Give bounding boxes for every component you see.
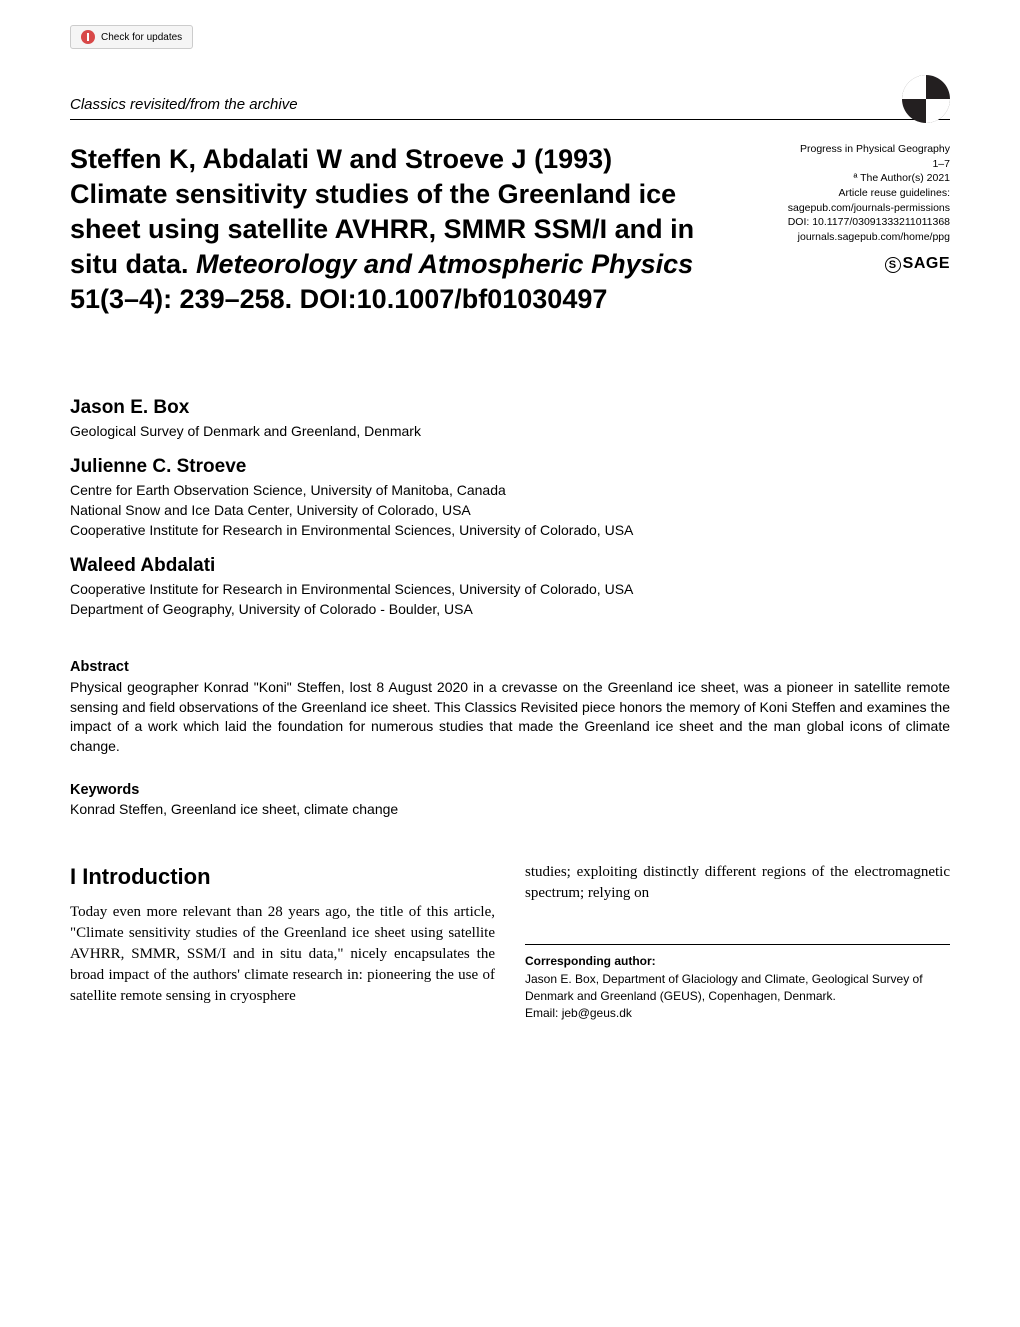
body-paragraph: studies; exploiting distinctly different… [525, 862, 950, 904]
author-affiliation: National Snow and Ice Data Center, Unive… [70, 500, 950, 520]
keywords-label: Keywords [70, 782, 950, 798]
abstract-section: Abstract Physical geographer Konrad "Kon… [70, 659, 950, 756]
author-group: Julienne C. Stroeve Centre for Earth Obs… [70, 456, 950, 541]
title-tail: 51(3–4): 239–258. DOI:10.1007/bf01030497 [70, 284, 607, 314]
update-indicator-icon [81, 30, 95, 44]
header-row: Steffen K, Abdalati W and Stroeve J (199… [70, 142, 950, 317]
email-label: Email: [525, 1006, 562, 1020]
corresponding-label: Corresponding author: [525, 953, 950, 970]
sage-s-icon: S [885, 257, 901, 273]
author-name: Jason E. Box [70, 397, 950, 419]
article-metadata: Progress in Physical Geography 1–7 ª The… [710, 142, 950, 317]
sage-text: SAGE [903, 255, 950, 272]
author-affiliation: Centre for Earth Observation Science, Un… [70, 480, 950, 500]
section-title: Classics revisited/from the archive [70, 96, 298, 113]
meta-pages: 1–7 [730, 157, 950, 172]
meta-copyright: ª The Author(s) 2021 [730, 171, 950, 186]
author-group: Jason E. Box Geological Survey of Denmar… [70, 397, 950, 441]
authors-block: Jason E. Box Geological Survey of Denmar… [70, 397, 950, 619]
author-affiliation: Cooperative Institute for Research in En… [70, 579, 950, 599]
check-updates-label: Check for updates [101, 32, 182, 43]
abstract-text: Physical geographer Konrad "Koni" Steffe… [70, 678, 950, 756]
author-name: Julienne C. Stroeve [70, 456, 950, 478]
publisher-logo-icon [902, 75, 950, 123]
check-updates-badge[interactable]: Check for updates [70, 25, 193, 49]
corresponding-text: Jason E. Box, Department of Glaciology a… [525, 971, 950, 1005]
abstract-label: Abstract [70, 659, 950, 675]
title-italic: Meteorology and Atmospheric Physics [196, 249, 693, 279]
meta-reuse: Article reuse guidelines: [730, 186, 950, 201]
meta-home-url: journals.sagepub.com/home/ppg [730, 230, 950, 245]
body-column-left: I Introduction Today even more relevant … [70, 862, 495, 1022]
journal-section-header: Classics revisited/from the archive [70, 75, 950, 120]
body-column-right: studies; exploiting distinctly different… [525, 862, 950, 1022]
meta-permissions-url: sagepub.com/journals-permissions [730, 201, 950, 216]
corresponding-author-box: Corresponding author: Jason E. Box, Depa… [525, 944, 950, 1022]
keywords-section: Keywords Konrad Steffen, Greenland ice s… [70, 782, 950, 817]
meta-journal: Progress in Physical Geography [730, 142, 950, 157]
author-affiliation: Department of Geography, University of C… [70, 599, 950, 619]
sage-publisher-label: SSAGE [730, 253, 950, 275]
body-paragraph: Today even more relevant than 28 years a… [70, 902, 495, 1007]
section-heading: I Introduction [70, 862, 495, 893]
author-affiliation: Geological Survey of Denmark and Greenla… [70, 421, 950, 441]
author-name: Waleed Abdalati [70, 555, 950, 577]
corresponding-email-line: Email: jeb@geus.dk [525, 1005, 950, 1022]
keywords-text: Konrad Steffen, Greenland ice sheet, cli… [70, 801, 950, 817]
email-value: jeb@geus.dk [562, 1006, 632, 1020]
body-columns: I Introduction Today even more relevant … [70, 862, 950, 1022]
author-affiliation: Cooperative Institute for Research in En… [70, 520, 950, 540]
meta-doi: DOI: 10.1177/03091333211011368 [730, 215, 950, 230]
author-group: Waleed Abdalati Cooperative Institute fo… [70, 555, 950, 620]
article-title: Steffen K, Abdalati W and Stroeve J (199… [70, 142, 710, 317]
